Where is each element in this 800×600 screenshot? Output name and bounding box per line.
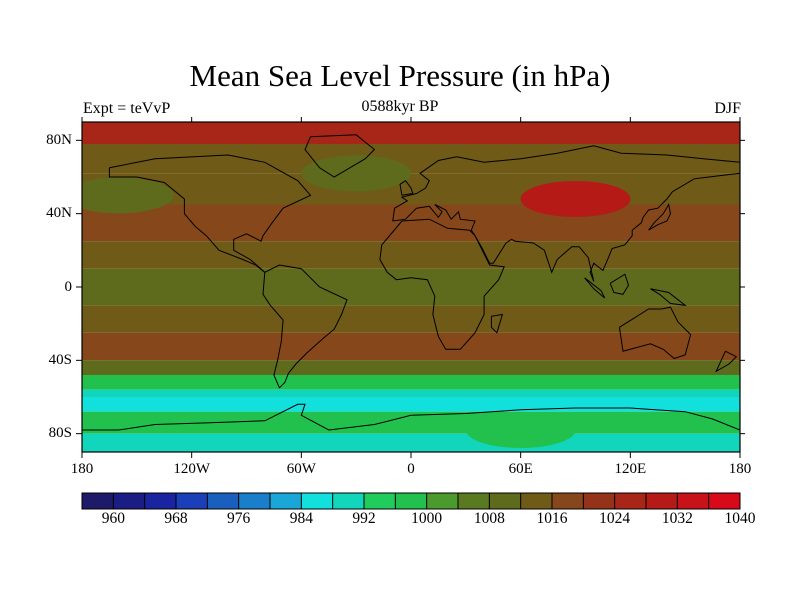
colorbar-label: 1008 — [473, 510, 505, 527]
pressure-band — [82, 411, 740, 434]
colorbar-swatch — [489, 493, 521, 509]
colorbar-swatch — [614, 493, 647, 509]
coastline — [609, 273, 630, 295]
colorbar-swatch — [144, 493, 177, 509]
pressure-band — [82, 144, 740, 174]
colorbar-swatch — [82, 493, 114, 509]
y-tick-label: 80N — [46, 131, 72, 148]
colorbar-label: 984 — [289, 510, 313, 527]
coastline — [618, 306, 692, 360]
coastline — [82, 403, 740, 431]
colorbar-swatch — [238, 493, 271, 509]
x-tick-label: 180 — [728, 461, 752, 477]
colorbar-label: 1000 — [411, 510, 443, 527]
pressure-band — [82, 360, 740, 375]
colorbar-swatch — [395, 493, 427, 509]
x-tick-label: 60E — [508, 461, 533, 477]
coastline — [108, 154, 312, 273]
coastline — [650, 288, 687, 307]
y-tick-label: 40S — [48, 351, 72, 368]
pressure-band — [82, 305, 740, 333]
pressure-band — [82, 122, 740, 144]
colorbar-swatch — [520, 493, 553, 509]
pressure-feature — [301, 155, 412, 192]
colorbar-swatch — [646, 493, 678, 509]
season-label: DJF — [714, 100, 741, 117]
pressure-band — [82, 433, 740, 452]
coastline — [392, 145, 740, 282]
colorbar-swatch — [364, 493, 396, 509]
pressure-band — [82, 268, 740, 306]
coastline — [584, 277, 606, 299]
colorbar-swatch — [583, 493, 615, 509]
colorbar-swatch — [270, 493, 302, 509]
colorbar-swatch — [458, 493, 490, 509]
coastline — [399, 180, 414, 196]
colorbar-swatch — [708, 493, 741, 509]
coastline — [262, 264, 348, 389]
colorbar-swatch — [176, 493, 208, 509]
pressure-field — [82, 122, 740, 452]
colorbar-label: 1024 — [599, 510, 631, 527]
x-tick-label: 60W — [286, 461, 316, 477]
axis-ticks — [76, 117, 745, 458]
colorbar-label: 1032 — [661, 510, 693, 527]
y-tick-label: 80S — [48, 425, 72, 442]
colorbar-label: 1040 — [724, 510, 756, 527]
colorbar-label: 968 — [164, 510, 188, 527]
colorbar-swatch — [677, 493, 709, 509]
pressure-feature — [520, 181, 631, 217]
colorbar-swatch — [207, 493, 239, 509]
coastline — [379, 218, 505, 350]
colorbar-label: 960 — [101, 510, 125, 527]
pressure-band — [82, 389, 740, 397]
x-tick-label: 120W — [173, 461, 210, 477]
coastline — [490, 313, 504, 334]
pressure-band — [82, 241, 740, 269]
coastline — [648, 203, 672, 231]
colorbar-label: 992 — [352, 510, 376, 527]
y-tick-label: 0 — [64, 278, 73, 295]
pressure-band — [82, 375, 740, 390]
y-tick-label: 40N — [46, 205, 72, 222]
colorbar-label: 1016 — [536, 510, 568, 527]
x-tick-label: 120E — [614, 461, 647, 477]
coastlines — [82, 134, 740, 431]
pressure-band — [82, 332, 740, 361]
x-tick-label: 0 — [407, 461, 415, 477]
pressure-feature — [465, 412, 576, 448]
colorbar-swatch — [332, 493, 365, 509]
colorbar-swatch — [552, 493, 584, 509]
colorbar — [81, 492, 741, 510]
pressure-band — [82, 397, 740, 412]
colorbar-label: 976 — [227, 510, 251, 527]
colorbar-frame — [81, 492, 741, 510]
colorbar-swatch — [113, 493, 145, 509]
chart-title: Mean Sea Level Pressure (in hPa) — [189, 58, 611, 93]
coastline — [715, 350, 738, 373]
colorbar-swatch — [301, 493, 333, 509]
x-tick-label: 180 — [70, 461, 94, 477]
coastline — [304, 134, 376, 178]
chart-subtitle: 0588kyr BP — [361, 98, 439, 115]
experiment-label: Expt = teVvP — [83, 100, 171, 117]
pressure-feature — [82, 177, 174, 214]
colorbar-swatch — [426, 493, 459, 509]
